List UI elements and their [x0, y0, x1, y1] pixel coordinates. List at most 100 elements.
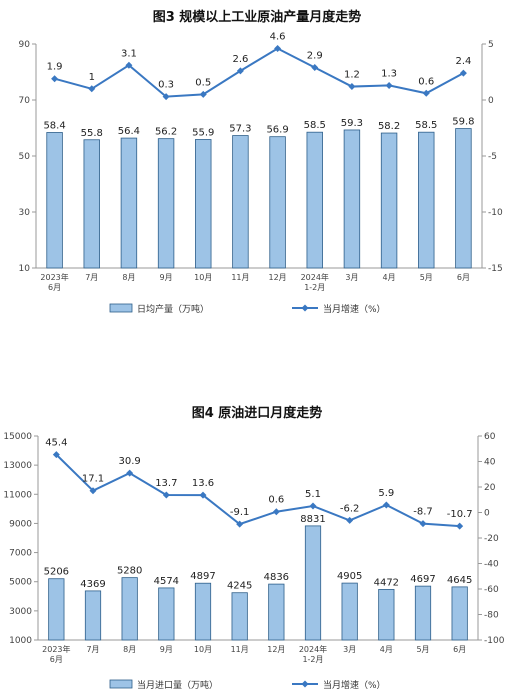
x-tick-label: 12月 — [268, 273, 286, 282]
line-value-label: 1.9 — [47, 62, 63, 73]
left-axis-tick-label: 10 — [19, 264, 31, 274]
x-tick-label: 8月 — [122, 273, 135, 282]
x-tick-label: 6月 — [50, 655, 63, 664]
line-value-label: -8.7 — [413, 507, 433, 518]
x-tick-label: 2023年 — [42, 644, 70, 654]
line-point — [51, 75, 59, 83]
bar-value-label: 4369 — [80, 579, 105, 590]
line-value-label: 17.1 — [82, 474, 104, 485]
line-value-label: 2.6 — [232, 54, 248, 65]
left-axis-tick-label: 13000 — [3, 461, 32, 471]
right-axis-tick-label: -100 — [484, 636, 505, 646]
left-axis-tick-label: 30 — [19, 208, 31, 218]
line-point — [162, 93, 170, 101]
line-value-label: 2.4 — [455, 56, 471, 67]
line-value-label: 5.9 — [378, 488, 394, 499]
line-value-label: 0.6 — [418, 76, 434, 87]
x-tick-label: 2024年 — [299, 644, 327, 654]
bar — [414, 585, 432, 641]
line-point — [422, 89, 430, 97]
x-tick-label: 1-2月 — [304, 283, 325, 292]
right-axis-tick-label: -15 — [488, 264, 503, 274]
right-axis-tick-label: -40 — [484, 560, 499, 570]
left-axis-tick-label: 9000 — [9, 519, 32, 529]
line-point — [459, 69, 467, 77]
bar-value-label: 56.4 — [118, 126, 140, 137]
line-point — [382, 501, 390, 509]
bar — [304, 525, 322, 641]
line-point — [88, 85, 96, 93]
chart-title: 图4 原油进口月度走势 — [191, 406, 323, 421]
line-point — [348, 83, 356, 91]
x-tick-label: 4月 — [383, 273, 396, 282]
line-value-label: -9.1 — [230, 507, 250, 518]
bar-value-label: 56.2 — [155, 127, 177, 138]
x-tick-label: 9月 — [160, 273, 173, 282]
x-tick-label: 2023年 — [40, 272, 68, 282]
x-tick-label: 7月 — [85, 273, 98, 282]
bar-value-label: 8831 — [300, 514, 325, 525]
x-tick-label: 11月 — [231, 645, 249, 654]
right-axis-tick-label: 0 — [488, 96, 494, 106]
line-point — [311, 64, 319, 72]
bar-value-label: 4897 — [190, 571, 215, 582]
x-tick-label: 1-2月 — [302, 655, 323, 664]
bar-value-label: 4645 — [447, 575, 472, 586]
x-tick-label: 6月 — [457, 273, 470, 282]
line-point — [162, 491, 170, 499]
x-tick-label: 5月 — [416, 645, 429, 654]
right-axis-tick-label: 5 — [488, 40, 494, 50]
bar-value-label: 58.5 — [304, 120, 326, 131]
chart-crude-import-svg: 1000 3000 5000 7000 9000 11000 13000 15000 -100 -… — [3, 432, 505, 691]
chart-crude-output: 图3 规模以上工业原油产量月度走势 10 30 50 70 90 -15 -10 -5 0 5 58… — [0, 0, 514, 330]
right-axis-tick-label: 40 — [484, 458, 496, 468]
chart-crude-output-svg: 10 30 50 70 90 -15 -10 -5 0 5 58.4 55.8 56.4 56.2 55.9… — [19, 31, 503, 315]
bar — [418, 131, 435, 269]
left-axis-tick-label: 15000 — [3, 432, 32, 442]
right-axis-tick-label: 20 — [484, 483, 496, 493]
line-point — [419, 520, 427, 528]
bar — [158, 587, 175, 641]
line-value-label: 45.4 — [45, 438, 67, 449]
bar — [380, 132, 398, 269]
x-tick-label: 11月 — [231, 273, 249, 282]
bar-value-label: 56.9 — [266, 125, 288, 136]
legend-line-label: 当月增速（%） — [323, 679, 386, 691]
bar — [120, 137, 138, 269]
bar-value-label: 58.4 — [43, 120, 65, 131]
x-tick-label: 6月 — [453, 645, 466, 654]
left-axis-tick-label: 7000 — [9, 549, 32, 559]
left-axis-tick-label: 90 — [19, 40, 31, 50]
x-tick-label: 7月 — [86, 645, 99, 654]
bar — [194, 582, 212, 641]
left-axis-tick-label: 11000 — [3, 490, 32, 500]
x-tick-label: 6月 — [48, 283, 61, 292]
bar — [269, 136, 286, 269]
line-value-label: 13.7 — [155, 478, 177, 489]
bar-value-label: 4836 — [264, 572, 289, 583]
bar — [232, 135, 249, 269]
line-point — [236, 520, 244, 528]
legend-bar-label: 日均产量（万吨） — [137, 303, 209, 315]
line-value-label: 1 — [89, 72, 95, 83]
x-tick-label: 4月 — [380, 645, 393, 654]
bar-value-label: 4472 — [374, 577, 399, 588]
left-axis-tick-label: 50 — [19, 152, 31, 162]
legend-line-marker — [301, 304, 309, 312]
line-value-label: 4.6 — [270, 31, 286, 42]
bar-value-label: 5280 — [117, 566, 142, 577]
line-point — [199, 491, 207, 499]
line-point — [309, 502, 317, 510]
line-point — [385, 81, 393, 89]
bar-value-label: 4574 — [154, 576, 179, 587]
bar — [157, 138, 175, 269]
x-tick-label: 2024年 — [301, 272, 329, 282]
line-point — [236, 67, 244, 75]
bar — [48, 578, 65, 641]
bar — [341, 582, 358, 641]
chart-crude-import: 图4 原油进口月度走势 1000 3000 5000 7000 9000 11000 130… — [0, 392, 514, 700]
bar — [268, 583, 285, 641]
line-point — [274, 44, 282, 52]
line-point — [126, 469, 134, 477]
line-point — [199, 90, 207, 98]
